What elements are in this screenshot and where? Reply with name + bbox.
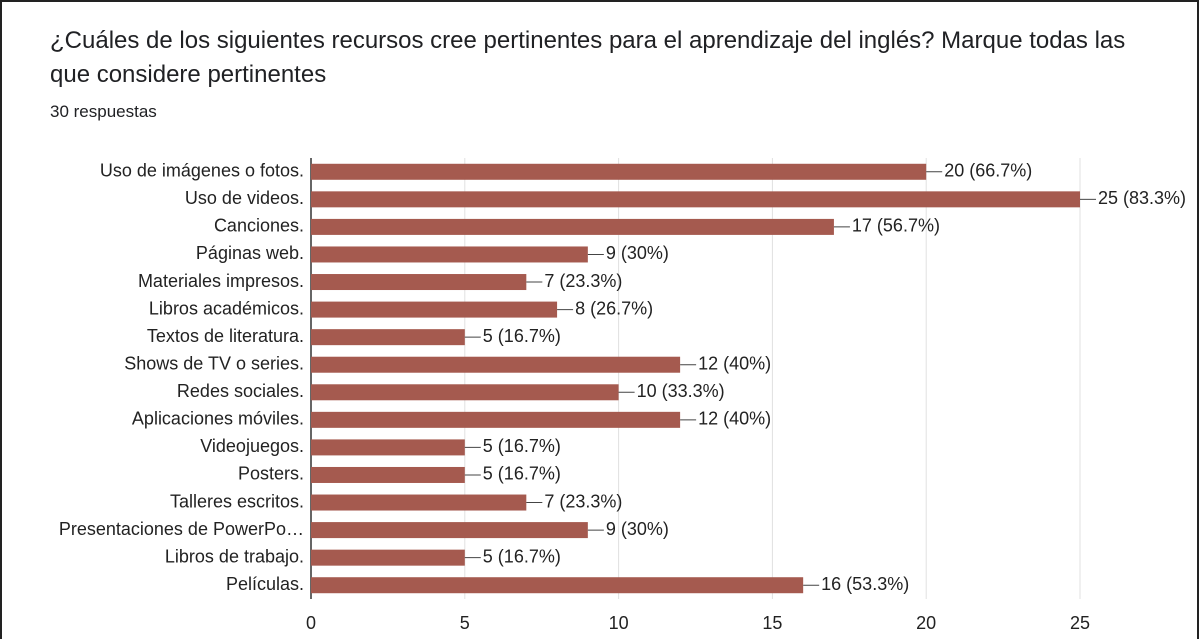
y-tick-label: Shows de TV o series. [124,353,304,373]
y-tick-label: Redes sociales. [177,381,304,401]
value-label: 10 (33.3%) [637,381,725,401]
value-label: 7 (23.3%) [544,271,622,291]
value-label: 12 (40%) [698,409,771,429]
y-tick-label: Presentaciones de PowerPo… [59,519,304,539]
value-label: 5 (16.7%) [483,436,561,456]
chart-subtitle: 30 respuestas [50,102,157,121]
y-tick-label: Canciones. [214,216,304,236]
y-tick-label: Talleres escritos. [170,491,304,511]
value-label: 9 (30%) [606,243,669,263]
bar [311,301,558,318]
bar [311,439,465,456]
y-tick-label: Uso de videos. [185,188,304,208]
x-tick-label: 15 [762,613,782,633]
x-tick-label: 0 [306,613,316,633]
bar [311,246,588,263]
bar [311,549,465,566]
y-tick-label: Películas. [226,574,304,594]
chart-title: ¿Cuáles de los siguientes recursos cree … [50,27,1126,88]
value-label: 5 (16.7%) [483,326,561,346]
y-tick-label: Materiales impresos. [138,271,304,291]
value-label: 20 (66.7%) [944,161,1032,181]
value-label: 12 (40%) [698,353,771,373]
y-tick-label: Libros de trabajo. [165,546,304,566]
bar [311,411,681,428]
x-tick-label: 25 [1070,613,1090,633]
x-tick-label: 5 [460,613,470,633]
y-tick-label: Páginas web. [196,243,304,263]
y-tick-label: Textos de literatura. [147,326,304,346]
bar [311,274,527,291]
y-tick-label: Libros académicos. [149,298,304,318]
y-tick-label: Posters. [238,464,304,484]
bar [311,356,681,373]
bar [311,577,804,594]
value-label: 7 (23.3%) [544,491,622,511]
bar [311,494,527,511]
value-label: 16 (53.3%) [821,574,909,594]
value-label: 9 (30%) [606,519,669,539]
y-tick-label: Aplicaciones móviles. [132,409,304,429]
bar [311,384,619,401]
value-label: 25 (83.3%) [1098,188,1186,208]
value-label: 8 (26.7%) [575,298,653,318]
value-label: 17 (56.7%) [852,216,940,236]
bar [311,191,1080,208]
bar [311,329,465,346]
y-tick-label: Videojuegos. [200,436,304,456]
bar [311,522,588,539]
x-tick-label: 20 [916,613,936,633]
bar [311,218,834,235]
x-tick-label: 10 [609,613,629,633]
bar [311,466,465,483]
value-label: 5 (16.7%) [483,464,561,484]
y-tick-label: Uso de imágenes o fotos. [100,161,304,181]
bar [311,163,927,180]
value-label: 5 (16.7%) [483,546,561,566]
